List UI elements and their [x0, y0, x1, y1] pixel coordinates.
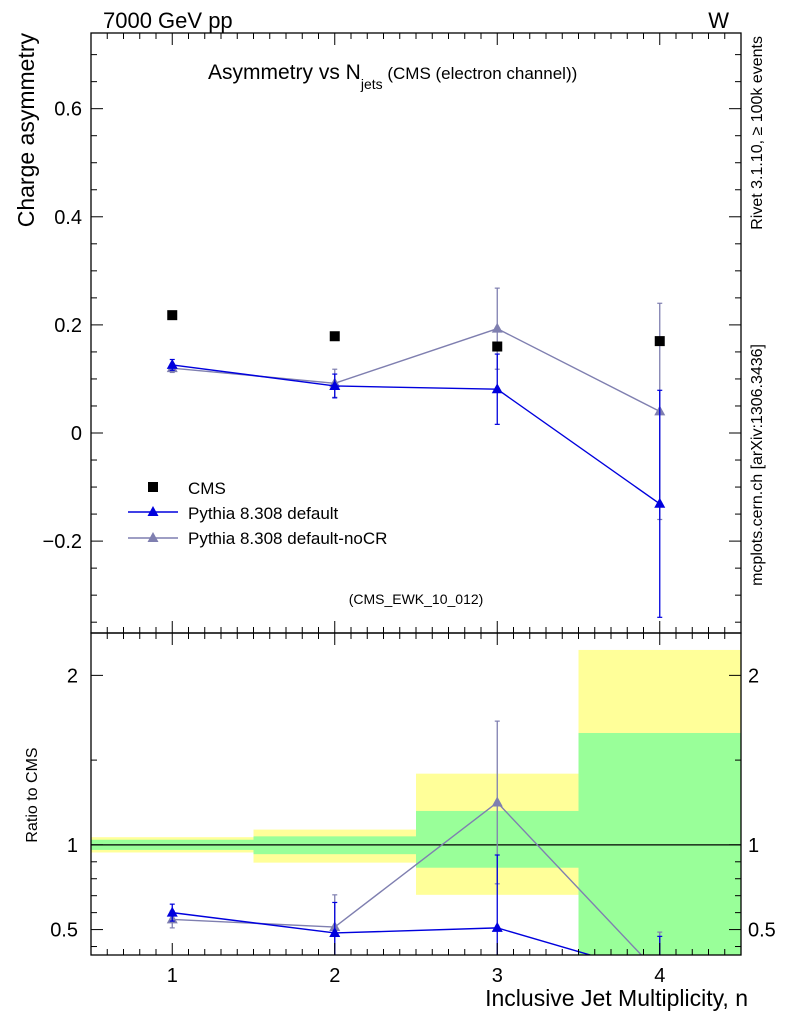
main-ytick-label: 0.6	[54, 99, 82, 121]
main-title-suffix: (CMS (electron channel))	[383, 64, 578, 83]
main-default-marker-4	[654, 497, 666, 508]
main-cms-marker-3	[492, 341, 503, 352]
main-default-marker-1	[166, 358, 178, 369]
ratio-ytick-label-left: 1	[67, 835, 78, 857]
main-cms-marker-2	[329, 331, 340, 342]
ratio-band-inner-4	[578, 732, 741, 955]
legend-label-cms: CMS	[188, 479, 226, 498]
legend-marker-nocr	[147, 532, 159, 542]
ratio-default-marker-3	[491, 921, 503, 932]
main-default-marker-3	[491, 383, 503, 394]
legend-label-nocr: Pythia 8.308 default-noCR	[188, 529, 387, 548]
main-series	[166, 287, 666, 618]
main-ytick-label: 0.2	[54, 315, 82, 337]
ratio-xtick-label: 2	[329, 965, 340, 987]
main-title-text: Asymmetry vs N	[208, 61, 361, 84]
ratio-xtick-label: 1	[167, 965, 178, 987]
ratio-ytick-label-left: 2	[67, 665, 78, 687]
ratio-nocr-marker-3	[491, 796, 503, 807]
ratio-y-axis-label: Ratio to CMS	[24, 747, 41, 842]
ratio-xtick-label: 4	[654, 965, 665, 987]
main-title: Asymmetry vs Njets (CMS (electron channe…	[208, 61, 577, 92]
main-title-subscript: jets	[360, 76, 383, 92]
ratio-xtick-label: 3	[492, 965, 503, 987]
main-cms-marker-4	[654, 336, 665, 347]
header-right-label: W	[708, 8, 729, 33]
main-default-group	[166, 353, 666, 618]
header-left-label: 7000 GeV pp	[103, 8, 233, 33]
rivet-version-label: Rivet 3.1.10, ≥ 100k events	[749, 36, 766, 230]
ratio-ytick-label-right: 2	[748, 665, 759, 687]
main-default-marker-2	[329, 379, 341, 390]
x-axis-label: Inclusive Jet Multiplicity, n	[485, 985, 748, 1011]
main-y-axis-label: Charge asymmetry	[13, 33, 39, 228]
axes: −0.2 0 0.2 0.4 0.6 0.5 0.5 1 1 2 2 1 2 3 4	[43, 32, 776, 987]
legend: CMS Pythia 8.308 default Pythia 8.308 de…	[128, 479, 387, 548]
ratio-ytick-label-right: 0.5	[748, 920, 776, 942]
ratio-default-marker-1	[166, 906, 178, 917]
legend-marker-cms	[148, 482, 158, 492]
ratio-default-marker-2	[329, 926, 341, 937]
main-ytick-label: 0.4	[54, 207, 82, 229]
main-cms-marker-1	[167, 310, 178, 321]
mcplots-label: mcplots.cern.ch [arXiv:1306.3436]	[749, 344, 766, 586]
legend-marker-default	[147, 506, 159, 516]
main-nocr-line	[172, 327, 661, 413]
main-ytick-label: 0	[71, 423, 82, 445]
legend-label-default: Pythia 8.308 default	[188, 504, 339, 523]
ratio-uncertainty-bands	[91, 649, 741, 955]
ratio-ytick-label-left: 0.5	[50, 920, 78, 942]
analysis-watermark: (CMS_EWK_10_012)	[349, 591, 484, 607]
main-nocr-group	[166, 287, 666, 521]
ratio-ytick-label-right: 1	[748, 835, 759, 857]
main-ytick-label: −0.2	[43, 531, 82, 553]
main-nocr-marker-3	[491, 322, 503, 333]
main-default-line	[172, 364, 661, 505]
